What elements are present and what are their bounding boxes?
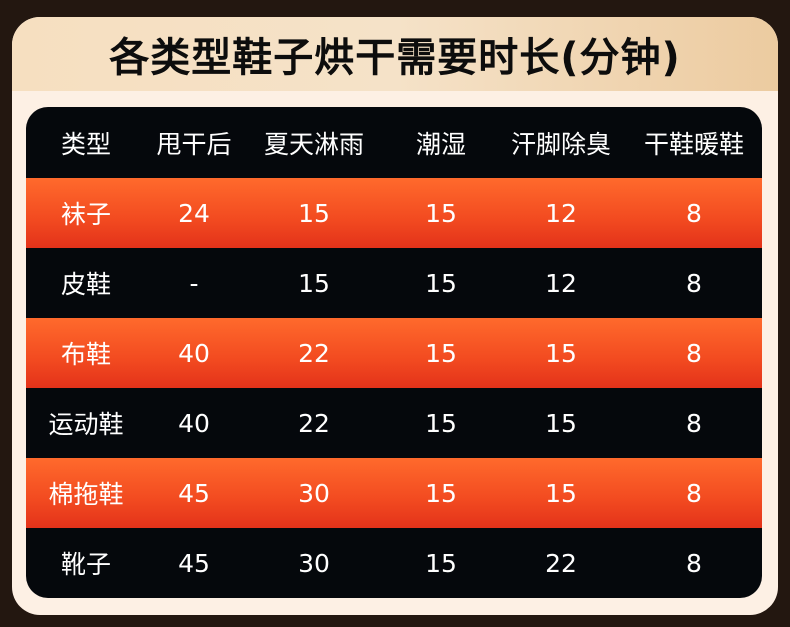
header-cell: 类型 (60, 129, 111, 159)
time-cell: 8 (686, 548, 702, 578)
table-row: 运动鞋 40 22 15 15 8 (26, 388, 762, 458)
time-cell: 30 (298, 478, 330, 508)
header-cell: 夏天淋雨 (263, 129, 364, 159)
time-cell: 15 (425, 338, 457, 368)
header-cell: 汗脚除臭 (510, 129, 611, 159)
time-cell: 8 (686, 268, 702, 298)
time-cell: 24 (178, 198, 210, 228)
time-cell: 8 (686, 478, 702, 508)
table-row: 靴子 45 30 15 22 8 (26, 528, 762, 598)
time-cell: 22 (298, 338, 330, 368)
time-cell: 40 (178, 338, 210, 368)
time-cell: 15 (298, 198, 330, 228)
shoe-type-cell: 皮鞋 (60, 270, 111, 299)
table-row: 棉拖鞋 45 30 15 15 8 (26, 458, 762, 528)
shoe-type-cell: 棉拖鞋 (48, 480, 124, 509)
time-cell: 12 (545, 198, 577, 228)
table-row: 袜子 24 15 15 12 8 (26, 178, 762, 248)
time-cell: 12 (545, 268, 577, 298)
title-band: 各类型鞋子烘干需要时长(分钟) (12, 17, 778, 91)
time-cell: 22 (298, 408, 330, 438)
shoe-type-cell: 布鞋 (60, 340, 111, 369)
table-row: 布鞋 40 22 15 15 8 (26, 318, 762, 388)
header-cell: 潮湿 (415, 129, 466, 159)
time-cell: 15 (298, 268, 330, 298)
time-cell: 15 (425, 198, 457, 228)
time-cell: 45 (178, 478, 210, 508)
table-row: 皮鞋 - 15 15 12 8 (26, 248, 762, 318)
shoe-type-cell: 运动鞋 (48, 410, 124, 439)
time-cell: 15 (545, 408, 577, 438)
time-cell: 8 (686, 338, 702, 368)
time-cell: 15 (545, 338, 577, 368)
time-cell: - (189, 268, 199, 298)
time-cell: 8 (686, 408, 702, 438)
time-cell: 22 (545, 548, 577, 578)
shoe-type-cell: 袜子 (60, 200, 111, 229)
time-cell: 15 (425, 548, 457, 578)
infographic-card: 各类型鞋子烘干需要时长(分钟) 类型 甩干后 夏天淋雨 潮湿 汗脚除臭 干鞋暖鞋… (12, 17, 778, 615)
time-cell: 45 (178, 548, 210, 578)
time-cell: 15 (545, 478, 577, 508)
table-header-row: 类型 甩干后 夏天淋雨 潮湿 汗脚除臭 干鞋暖鞋 (26, 107, 762, 178)
shoe-type-cell: 靴子 (60, 550, 111, 579)
time-cell: 8 (686, 198, 702, 228)
page-title: 各类型鞋子烘干需要时长(分钟) (109, 35, 681, 81)
time-cell: 15 (425, 408, 457, 438)
time-cell: 15 (425, 478, 457, 508)
header-cell: 干鞋暖鞋 (643, 129, 744, 159)
drying-time-table: 类型 甩干后 夏天淋雨 潮湿 汗脚除臭 干鞋暖鞋 袜子 24 15 15 12 8 皮鞋 - 1… (26, 107, 762, 598)
time-cell: 40 (178, 408, 210, 438)
time-cell: 30 (298, 548, 330, 578)
time-cell: 15 (425, 268, 457, 298)
header-cell: 甩干后 (156, 129, 232, 159)
